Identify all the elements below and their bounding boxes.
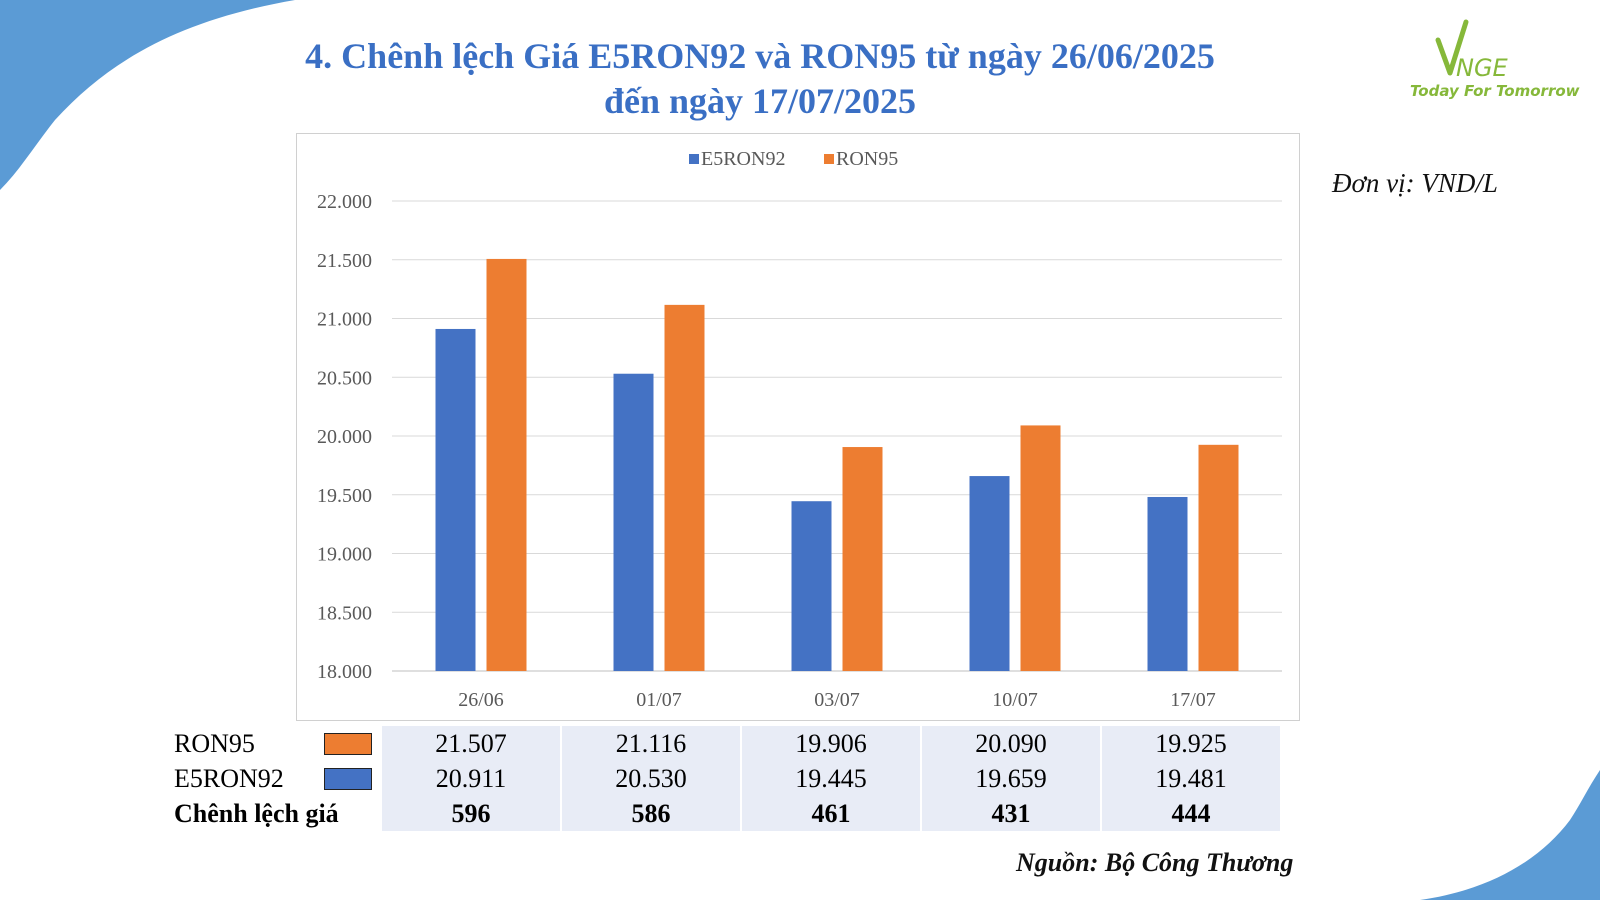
bar-ron95	[842, 447, 883, 671]
row-label: RON95	[174, 728, 255, 758]
table-cell: 586	[562, 796, 740, 831]
y-tick-label: 19.000	[317, 544, 372, 566]
source-label: Nguồn: Bộ Công Thương	[1016, 848, 1294, 877]
vnge-logo: NGE	[1435, 19, 1509, 82]
y-tick-label: 20.000	[317, 426, 372, 448]
table-cell: 21.116	[562, 726, 740, 761]
title-line-1: 4. Chênh lệch Giá E5RON92 và RON95 từ ng…	[305, 36, 1215, 76]
bar-e5ron92	[435, 328, 476, 671]
table-cell: 19.906	[742, 726, 920, 761]
bar-ron95	[486, 258, 527, 671]
y-tick-label: 21.000	[317, 309, 372, 331]
x-tick-label: 17/07	[1170, 689, 1216, 711]
table-row-price-difference: Chênh lệch giá 596 586 461 431 444	[174, 796, 1280, 831]
top-left-corner-decoration	[0, 0, 295, 190]
unit-label: Đơn vị: VND/L	[1332, 168, 1498, 198]
row-label: E5RON92	[174, 763, 284, 793]
bar-e5ron92	[969, 476, 1010, 671]
legend-label: E5RON92	[701, 148, 785, 170]
bar-ron95	[1198, 444, 1239, 671]
x-tick-label: 10/07	[992, 689, 1038, 711]
bar-e5ron92	[791, 501, 832, 671]
row-label-cell: E5RON92	[174, 761, 380, 796]
table-cell: 596	[382, 796, 560, 831]
legend-swatch-e5ron92	[689, 154, 699, 164]
table-cell: 21.507	[382, 726, 560, 761]
ron95-swatch	[324, 733, 372, 755]
y-tick-label: 18.500	[317, 602, 372, 624]
bar-chart: 18.000 18.500 19.000 19.500 20.000 20.500 21.0…	[317, 148, 1282, 711]
page-title: 4. Chênh lệch Giá E5RON92 và RON95 từ ng…	[230, 34, 1290, 124]
y-tick-label: 22.000	[317, 191, 372, 213]
row-label-cell: RON95	[174, 726, 380, 761]
e5ron92-swatch	[324, 768, 372, 790]
row-label: Chênh lệch giá	[174, 798, 339, 828]
table-cell: 19.481	[1102, 761, 1280, 796]
y-tick-label: 20.500	[317, 367, 372, 389]
y-tick-label: 19.500	[317, 485, 372, 507]
bar-ron95	[1020, 425, 1061, 671]
x-tick-label: 03/07	[814, 689, 860, 711]
row-label-cell: Chênh lệch giá	[174, 796, 380, 831]
table-row-ron95: RON95 21.507 21.116 19.906 20.090 19.925	[174, 726, 1280, 761]
table-cell: 19.445	[742, 761, 920, 796]
data-table: RON95 21.507 21.116 19.906 20.090 19.925…	[172, 726, 1282, 831]
bottom-right-corner-decoration	[1420, 770, 1600, 900]
bar-e5ron92	[1147, 496, 1188, 671]
svg-text:NGE: NGE	[1456, 54, 1509, 82]
table-cell: 461	[742, 796, 920, 831]
table-cell: 444	[1102, 796, 1280, 831]
bar-ron95	[664, 304, 705, 671]
legend-label: RON95	[836, 148, 898, 170]
y-tick-label: 21.500	[317, 250, 372, 272]
chart-area: 18.000 18.500 19.000 19.500 20.000 20.500 21.0…	[296, 133, 1300, 721]
table-cell: 20.911	[382, 761, 560, 796]
table-cell: 20.530	[562, 761, 740, 796]
table-cell: 19.925	[1102, 726, 1280, 761]
y-tick-label: 18.000	[317, 661, 372, 683]
x-tick-label: 01/07	[636, 689, 682, 711]
logo-tagline: Today For Tomorrow	[1410, 82, 1580, 100]
table-row-e5ron92: E5RON92 20.911 20.530 19.445 19.659 19.4…	[174, 761, 1280, 796]
table-cell: 19.659	[922, 761, 1100, 796]
bar-e5ron92	[613, 373, 654, 671]
table-cell: 20.090	[922, 726, 1100, 761]
table-cell: 431	[922, 796, 1100, 831]
x-tick-label: 26/06	[458, 689, 504, 711]
title-line-2: đến ngày 17/07/2025	[603, 81, 917, 121]
legend-swatch-ron95	[824, 154, 834, 164]
